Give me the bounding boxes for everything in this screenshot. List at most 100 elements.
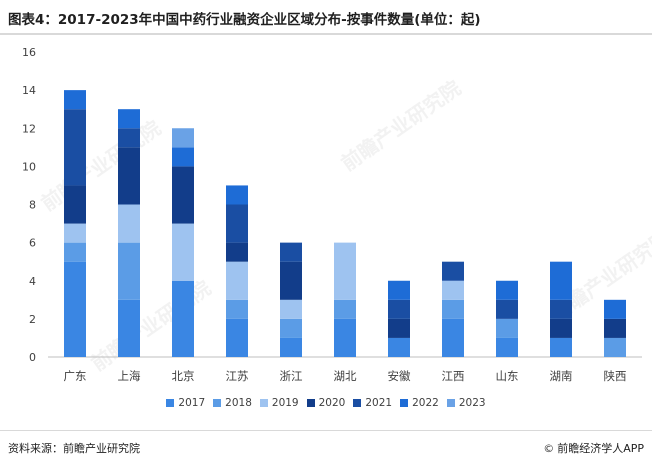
bar-segment — [64, 109, 86, 186]
bar-segment — [550, 318, 572, 338]
y-tick-label: 14 — [22, 84, 36, 97]
bar-segment — [172, 280, 194, 357]
legend-label: 2022 — [412, 397, 439, 409]
x-tick-label: 湖南 — [550, 369, 573, 383]
x-tick-label: 山东 — [496, 369, 519, 383]
legend-item: 2019 — [259, 397, 299, 409]
bar-segment — [226, 261, 248, 300]
bars — [64, 90, 626, 357]
legend-label: 2019 — [271, 397, 299, 409]
bar-segment — [226, 242, 248, 262]
footer-divider — [0, 430, 652, 431]
bar-segment — [172, 166, 194, 224]
bar-segment — [334, 242, 356, 300]
legend-item: 2020 — [306, 397, 346, 409]
bar-segment — [280, 337, 302, 357]
bar-segment — [496, 337, 518, 357]
bar-segment — [118, 128, 140, 148]
bar-segment — [388, 280, 410, 300]
bar-segment — [280, 242, 302, 262]
x-tick-label: 江西 — [442, 369, 465, 383]
legend-label: 2020 — [318, 397, 346, 409]
y-tick-label: 6 — [29, 237, 36, 250]
x-tick-label: 陕西 — [604, 369, 627, 383]
bar-segment — [496, 318, 518, 338]
y-tick-label: 16 — [22, 46, 36, 59]
bar-segment — [442, 261, 464, 281]
x-tick-label: 浙江 — [280, 369, 303, 383]
bar-segment — [226, 318, 248, 357]
stacked-bar-chart: 0 2 4 6 8 10 12 14 16 广东 上海 北京 江苏 浙江 湖北 安徽 江西 山东 湖南 陕西 — [22, 46, 642, 383]
bar-segment — [496, 299, 518, 319]
bar-segment — [64, 242, 86, 262]
chart-title: 图表4：2017-2023年中国中药行业融资企业区域分布-按事件数量(单位：起) — [8, 12, 481, 28]
brand: © 前瞻经济学人APP — [543, 440, 644, 456]
bar-segment — [64, 90, 86, 110]
legend-swatch — [259, 399, 268, 407]
y-tick-label: 12 — [22, 122, 36, 135]
legend-item: 2017 — [166, 397, 205, 409]
bar-segment — [604, 318, 626, 338]
legend-label: 2021 — [365, 397, 393, 409]
bar-segment — [496, 280, 518, 300]
legend-swatch — [213, 399, 222, 407]
bar-segment — [334, 299, 356, 319]
copyright-icon: © — [543, 441, 555, 455]
bar-segment — [172, 223, 194, 281]
bar-segment — [118, 109, 140, 129]
legend-swatch — [166, 399, 175, 407]
bar-segment — [118, 147, 140, 205]
legend-item: 2018 — [213, 397, 252, 409]
y-tick-label: 4 — [29, 275, 36, 288]
bar-segment — [550, 337, 572, 357]
legend-swatch — [446, 399, 455, 407]
bar-segment — [388, 318, 410, 338]
bar-segment — [226, 299, 248, 319]
bar-segment — [550, 299, 572, 319]
bar-segment — [226, 185, 248, 205]
bar-segment — [388, 299, 410, 319]
bar-segment — [334, 318, 356, 357]
bar-segment — [226, 204, 248, 243]
y-tick-label: 2 — [29, 313, 36, 326]
x-tick-label: 广东 — [64, 369, 87, 383]
source-note: 资料来源：前瞻产业研究院 — [8, 442, 140, 455]
y-axis: 0 2 4 6 8 10 12 14 16 — [22, 46, 36, 364]
bar-segment — [172, 147, 194, 167]
x-tick-label: 上海 — [118, 369, 141, 383]
x-tick-label: 安徽 — [388, 369, 411, 383]
bar-segment — [64, 223, 86, 243]
brand-label: 前瞻经济学人APP — [557, 442, 644, 455]
title-divider — [0, 33, 652, 35]
bar-segment — [64, 261, 86, 357]
bar-segment — [280, 318, 302, 338]
legend-swatch — [400, 399, 409, 407]
bar-segment — [550, 261, 572, 300]
bar-segment — [388, 337, 410, 357]
legend-label: 2018 — [225, 397, 252, 409]
bar-segment — [442, 299, 464, 319]
x-tick-label: 湖北 — [334, 369, 357, 383]
bar-segment — [118, 242, 140, 300]
legend-label: 2017 — [178, 397, 206, 409]
legend-swatch — [306, 399, 315, 407]
x-axis: 广东 上海 北京 江苏 浙江 湖北 安徽 江西 山东 湖南 陕西 — [48, 356, 642, 383]
y-tick-label: 10 — [22, 160, 36, 173]
x-tick-label: 江苏 — [226, 369, 249, 383]
bar-segment — [118, 204, 140, 243]
legend: 2017 2018 2019 2020 2021 2022 2023 — [0, 397, 652, 409]
y-tick-label: 8 — [29, 199, 36, 212]
bar-segment — [118, 299, 140, 357]
bar-segment — [280, 299, 302, 319]
bar-segment — [64, 185, 86, 224]
legend-swatch — [353, 399, 362, 407]
bar-segment — [280, 261, 302, 300]
y-tick-label: 0 — [29, 351, 36, 364]
bar-segment — [604, 299, 626, 319]
legend-item: 2021 — [353, 397, 392, 409]
bar-segment — [172, 128, 194, 148]
x-tick-label: 北京 — [172, 369, 195, 383]
bar-segment — [604, 337, 626, 357]
legend-item: 2023 — [446, 397, 486, 409]
